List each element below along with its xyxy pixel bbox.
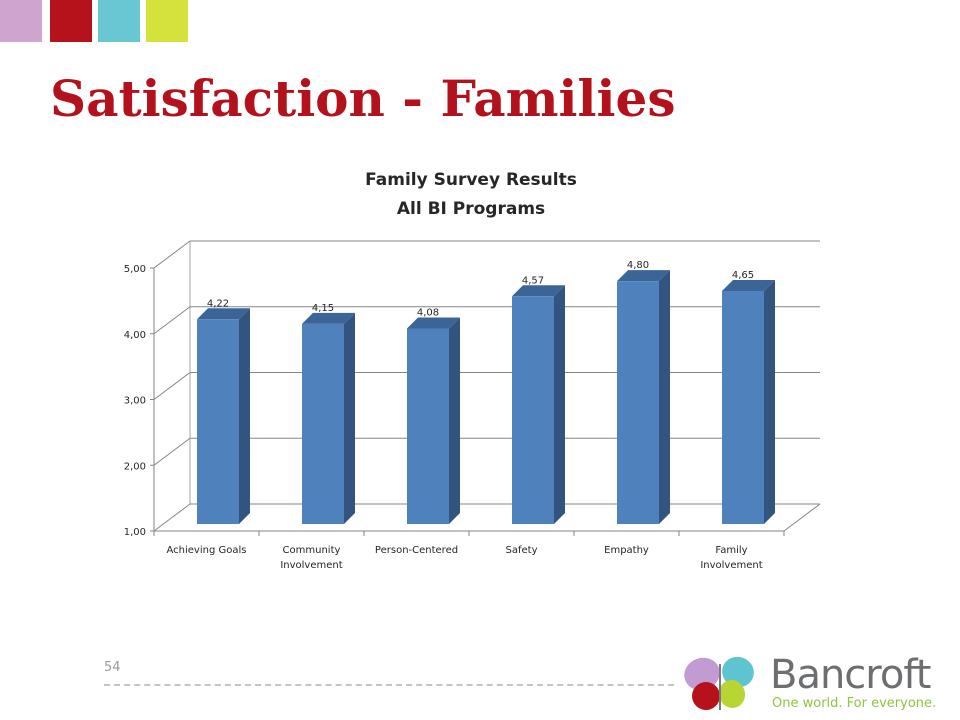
- bar-side: [344, 312, 355, 524]
- butterfly-logo-icon: [684, 656, 754, 710]
- bar-value-label: 4,15: [312, 303, 334, 314]
- bar-value-label: 4,22: [207, 298, 229, 309]
- logo-wordmark: Bancroft: [770, 652, 931, 698]
- x-tick-label: Empathy: [604, 545, 649, 556]
- chart-walls: [153, 241, 821, 532]
- gridline-side: [153, 372, 191, 400]
- bar-series: 4,22 4,15 4,08 4,57 4,80 4,65: [197, 260, 775, 524]
- bancroft-logo: Bancroft One world. For everyone.: [680, 652, 936, 714]
- y-tick-label: 3,00: [124, 396, 146, 407]
- page-number: 54: [104, 660, 121, 675]
- bar-top: [197, 308, 250, 320]
- bar: [197, 319, 239, 524]
- bar-value-label: 4,57: [522, 275, 544, 286]
- gridline-side: [153, 240, 191, 269]
- bar: [722, 291, 764, 524]
- x-axis-ticks: Achieving Goals Community Involvement Perso…: [153, 531, 785, 571]
- gridline-side: [153, 306, 191, 335]
- gridline-side: [153, 437, 191, 466]
- bar: [512, 296, 554, 524]
- slide-title: Satisfaction - Families: [50, 69, 676, 128]
- y-tick-label: 1,00: [124, 527, 146, 538]
- bar-side: [449, 317, 460, 524]
- bar: [302, 323, 344, 524]
- logo-tagline: One world. For everyone.: [772, 696, 937, 711]
- accent-swatch-teal: [98, 0, 140, 42]
- bar-top: [407, 317, 460, 329]
- y-axis-ticks: 1,00 2,00 3,00 4,00 5,00: [124, 264, 154, 538]
- x-tick-label: Community: [283, 545, 341, 556]
- bar-value-label: 4,08: [417, 307, 439, 318]
- x-tick-label: Family: [715, 545, 747, 556]
- bar-value-label: 4,65: [732, 270, 754, 281]
- accent-swatch-red: [50, 0, 92, 42]
- chart-gridlines: [153, 240, 820, 532]
- bar-side: [764, 280, 775, 524]
- bar: [617, 281, 659, 524]
- y-tick-label: 5,00: [124, 264, 146, 275]
- bar-side: [554, 285, 565, 524]
- bar-top: [512, 285, 565, 297]
- floor-right-edge: [783, 503, 821, 532]
- bar-side: [659, 270, 670, 524]
- x-tick-label: Person-Centered: [375, 545, 458, 556]
- y-tick-label: 2,00: [124, 461, 146, 472]
- x-tick-label: Achieving Goals: [167, 545, 247, 556]
- x-tick-label: Involvement: [280, 560, 342, 571]
- bar: [407, 328, 449, 524]
- bar-top: [722, 280, 775, 292]
- y-tick-label: 4,00: [124, 330, 146, 341]
- chart-subtitle: All BI Programs: [397, 199, 545, 219]
- bar-top: [302, 312, 355, 324]
- bar-top: [617, 270, 670, 282]
- bar-side: [239, 308, 250, 524]
- gridline-side: [153, 503, 191, 532]
- chart-title: Family Survey Results: [365, 170, 577, 190]
- x-tick-label: Involvement: [700, 560, 762, 571]
- accent-swatch-pink: [0, 0, 42, 42]
- bar-value-label: 4,80: [627, 260, 649, 271]
- accent-swatch-lime: [146, 0, 188, 42]
- footer-divider: [104, 684, 674, 686]
- x-tick-label: Safety: [506, 545, 538, 556]
